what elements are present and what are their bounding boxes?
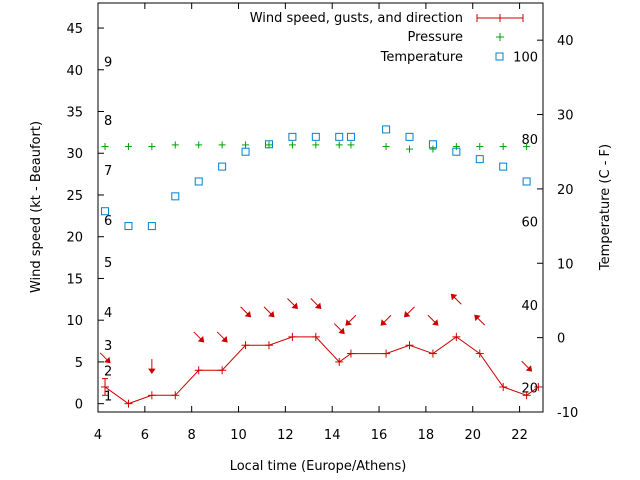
temperature-point xyxy=(218,162,227,171)
temperature-point xyxy=(522,177,531,186)
temperature-point xyxy=(475,155,484,164)
x-tick-label: 22 xyxy=(511,428,528,443)
temperature-point xyxy=(194,177,203,186)
y-right-tick-label: -10 xyxy=(557,406,578,421)
wind-direction-arrowhead xyxy=(345,319,352,326)
legend: Wind speed, gusts, and direction Pressur… xyxy=(250,11,524,65)
temperature-point xyxy=(382,125,391,134)
legend-label-wind: Wind speed, gusts, and direction xyxy=(250,11,463,26)
temperature-point xyxy=(171,192,180,201)
wind-direction-arrowhead xyxy=(244,310,252,318)
y-right-tick-label: 30 xyxy=(557,109,574,124)
beaufort-label: 5 xyxy=(104,256,112,271)
beaufort-label: 2 xyxy=(104,364,112,379)
x-tick-label: 18 xyxy=(418,428,435,443)
legend-swatch-temperature xyxy=(495,52,504,61)
wind-direction-arrowhead xyxy=(403,310,411,318)
temperature-point xyxy=(405,132,414,141)
y-right-tick-label: 10 xyxy=(557,257,574,272)
y-right-tick-label: 20 xyxy=(557,183,574,198)
legend-label-temperature: Temperature xyxy=(380,50,463,65)
x-tick-label: 16 xyxy=(371,428,388,443)
x-tick-label: 4 xyxy=(94,428,102,443)
wind-direction-arrowhead xyxy=(197,335,205,343)
x-tick-label: 20 xyxy=(464,428,481,443)
chart-marks: 4 6 8 10 12 14 16 18 20 22051015202530354045-1001… xyxy=(66,3,578,443)
wind-direction-arrowhead xyxy=(291,302,298,310)
y-left-tick-label: 45 xyxy=(66,22,83,37)
fahrenheit-label: 60 xyxy=(521,216,538,231)
x-tick-label: 14 xyxy=(324,428,341,443)
temperature-point xyxy=(124,222,133,231)
legend-label-pressure: Pressure xyxy=(407,30,463,45)
y-left-tick-label: 0 xyxy=(75,398,83,413)
beaufort-label: 8 xyxy=(104,114,112,129)
beaufort-label: 3 xyxy=(104,339,112,354)
fahrenheit-label: 40 xyxy=(521,299,538,314)
x-tick-label: 8 xyxy=(188,428,196,443)
temperature-point xyxy=(335,132,344,141)
wind-direction-arrowhead xyxy=(474,314,481,322)
x-axis-title: Local time (Europe/Athens) xyxy=(230,459,407,474)
temperature-point xyxy=(241,147,250,156)
y-right-tick-label: 40 xyxy=(557,34,574,49)
temperature-point xyxy=(452,147,461,156)
temperature-point xyxy=(311,132,320,141)
beaufort-label: 4 xyxy=(104,306,112,321)
temperature-point xyxy=(264,140,273,149)
beaufort-label: 6 xyxy=(104,214,112,229)
y-axis-title-left: Wind speed (kt - Beaufort) xyxy=(29,121,44,293)
beaufort-label: 7 xyxy=(104,164,112,179)
temperature-point xyxy=(346,132,355,141)
beaufort-label: 1 xyxy=(104,389,112,404)
fahrenheit-label: 100 xyxy=(513,51,538,66)
y-left-tick-label: 20 xyxy=(66,231,83,246)
wind-direction-arrowhead xyxy=(314,302,322,310)
wind-direction-arrowhead xyxy=(268,310,275,318)
wind-direction-arrowhead xyxy=(525,365,533,372)
wind-direction-arrowhead xyxy=(104,356,111,364)
x-tick-label: 12 xyxy=(277,428,294,443)
wind-direction-arrowhead xyxy=(432,319,439,326)
y-right-tick-label: 0 xyxy=(557,332,565,347)
legend-swatch-wind xyxy=(476,14,524,22)
y-axis-title-right: Temperature (C - F) xyxy=(598,144,613,271)
y-left-tick-label: 25 xyxy=(66,189,83,204)
fahrenheit-label: 20 xyxy=(521,381,538,396)
y-left-tick-label: 5 xyxy=(75,356,83,371)
y-left-tick-label: 30 xyxy=(66,147,83,162)
x-tick-label: 10 xyxy=(230,428,247,443)
y-left-tick-label: 35 xyxy=(66,106,83,121)
temperature-point xyxy=(499,162,508,171)
fahrenheit-label: 80 xyxy=(521,133,538,148)
wind-speed-line xyxy=(104,336,539,405)
wind-direction-arrowhead xyxy=(450,293,458,301)
wind-direction-arrowhead xyxy=(338,327,345,335)
temperature-point xyxy=(147,222,156,231)
x-tick-label: 6 xyxy=(141,428,149,443)
y-left-tick-label: 15 xyxy=(66,272,83,287)
plot-frame xyxy=(97,2,544,413)
temperature-point xyxy=(288,132,297,141)
wind-direction-arrowhead xyxy=(148,368,156,374)
wind-direction-arrowhead xyxy=(221,335,228,343)
temperature-point xyxy=(428,140,437,149)
wind-direction-arrowhead xyxy=(380,319,387,326)
y-left-tick-label: 40 xyxy=(66,64,83,79)
legend-swatch-pressure xyxy=(496,33,504,41)
beaufort-label: 9 xyxy=(104,55,112,70)
temperature-point xyxy=(101,207,110,216)
y-left-tick-label: 10 xyxy=(66,314,83,329)
